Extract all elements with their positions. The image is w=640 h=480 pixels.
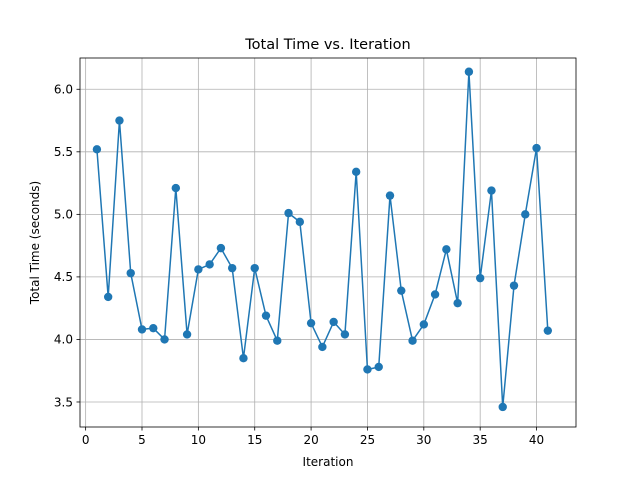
data-point bbox=[442, 245, 451, 254]
data-point bbox=[239, 354, 248, 363]
data-point bbox=[521, 210, 530, 219]
data-point bbox=[250, 263, 259, 273]
data-point bbox=[194, 265, 203, 274]
data-point bbox=[115, 116, 124, 125]
series-markers bbox=[92, 67, 553, 412]
data-point bbox=[532, 143, 541, 153]
data-point bbox=[498, 402, 507, 412]
y-tick-label: 3.5 bbox=[54, 395, 73, 409]
x-tick-label: 35 bbox=[473, 433, 488, 447]
data-point bbox=[408, 336, 417, 345]
x-tick-label: 25 bbox=[360, 433, 375, 447]
data-point bbox=[284, 208, 293, 218]
x-tick-label: 0 bbox=[82, 433, 90, 447]
data-point bbox=[374, 362, 383, 372]
data-point bbox=[509, 281, 519, 290]
y-axis-label: Total Time (seconds) bbox=[28, 181, 42, 305]
data-point bbox=[430, 290, 440, 299]
x-tick-label: 15 bbox=[247, 433, 262, 447]
data-point bbox=[216, 243, 226, 253]
data-point bbox=[397, 286, 406, 295]
data-point bbox=[103, 292, 113, 302]
data-point bbox=[126, 268, 135, 278]
data-point bbox=[487, 186, 496, 195]
plot-frame bbox=[79, 57, 577, 428]
data-point bbox=[171, 183, 181, 193]
x-tick-label: 20 bbox=[303, 433, 318, 447]
x-tick-label: 10 bbox=[191, 433, 206, 447]
data-point bbox=[273, 336, 282, 345]
data-point bbox=[205, 260, 214, 269]
data-point bbox=[137, 325, 147, 334]
x-tick-label: 40 bbox=[529, 433, 544, 447]
x-axis-label: Iteration bbox=[303, 455, 354, 469]
y-tick-label: 6.0 bbox=[54, 83, 73, 97]
data-point bbox=[464, 67, 474, 76]
data-point bbox=[340, 330, 350, 339]
x-tick-label: 5 bbox=[138, 433, 146, 447]
y-tick-label: 4.0 bbox=[54, 333, 73, 347]
data-point bbox=[419, 320, 429, 329]
y-tick-label: 4.5 bbox=[54, 270, 73, 284]
data-point bbox=[160, 335, 169, 344]
data-point bbox=[92, 145, 102, 154]
data-point bbox=[227, 263, 237, 273]
data-point bbox=[182, 330, 192, 339]
data-point bbox=[453, 298, 462, 308]
y-axis: 3.5 4.0 4.5 5.0 5.5 6.0 bbox=[54, 83, 80, 409]
data-point bbox=[295, 217, 305, 227]
chart-title: Total Time vs. Iteration bbox=[244, 37, 410, 53]
y-tick-label: 5.0 bbox=[54, 208, 73, 222]
x-tick-label: 30 bbox=[416, 433, 431, 447]
y-tick-label: 5.5 bbox=[54, 145, 73, 159]
data-point bbox=[363, 365, 372, 374]
data-point bbox=[475, 273, 485, 283]
data-point bbox=[385, 191, 395, 200]
data-point bbox=[149, 323, 158, 333]
data-point bbox=[261, 311, 271, 320]
data-point bbox=[351, 167, 361, 177]
x-axis: 0 5 10 15 20 25 30 35 40 bbox=[82, 427, 544, 447]
data-point bbox=[329, 317, 338, 327]
data-point bbox=[306, 318, 316, 328]
data-point bbox=[543, 326, 553, 335]
data-point bbox=[318, 342, 327, 352]
